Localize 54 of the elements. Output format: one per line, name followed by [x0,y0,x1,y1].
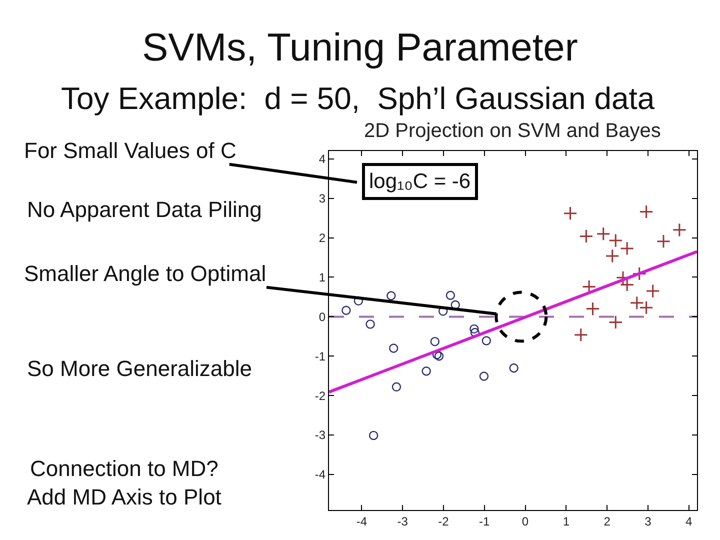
annotation: Smaller Angle to Optimal [24,261,266,286]
point [579,229,594,244]
point [672,222,686,237]
y-tick-label: 1 [318,270,326,284]
x-tick-label: 2 [604,514,611,528]
annotation: log₁₀C = -6 [369,170,471,193]
point [479,372,489,381]
text: No Apparent Data Piling [27,197,262,222]
x-tick-label: -1 [479,514,490,528]
point [639,204,654,219]
point [574,328,588,342]
y-tick-label: -3 [314,428,326,442]
point [563,206,578,220]
point [422,366,431,376]
point [656,234,671,248]
y-tick-label: -4 [314,468,326,482]
point [586,302,600,316]
point [620,241,634,256]
point [389,344,398,353]
y-tick-label: 4 [318,152,326,166]
x-tick-label: 0 [522,514,529,528]
chart-title: SVMs, Tuning Parameter [142,26,578,70]
point [596,226,610,241]
x-tick-label: -4 [356,514,368,528]
point [605,248,620,263]
text: Connection to MD? Add MD Axis to Plot [27,456,222,510]
x-tick-label: -3 [397,514,408,528]
point [646,284,660,298]
point [368,430,378,440]
point [470,324,479,334]
text: For Small Values of C [24,138,236,163]
x-tick-label: 4 [685,514,692,528]
point [366,320,375,329]
point [392,382,402,392]
point [632,266,646,281]
text: 2D Projection on SVM and Bayes [364,120,661,142]
y-tick-label: -1 [314,349,326,364]
point [446,290,456,300]
x-tick-label: 3 [644,514,652,528]
chart-subtitle: Toy Example: d = 50, Sph’l Gaussian data [61,81,656,116]
y-tick-label: -2 [314,388,326,403]
x-tick-label: 1 [562,514,570,528]
point [430,336,440,346]
y-tick-label: 0 [318,310,326,324]
y-tick-label: 2 [318,230,326,245]
point [342,306,351,315]
point [482,336,492,346]
point [509,363,518,373]
text: So More Generalizable [27,356,252,381]
x-tick-label: -2 [438,514,450,528]
point [386,291,396,300]
y-tick-label: 3 [318,192,326,206]
point [608,234,623,248]
point [608,315,623,330]
